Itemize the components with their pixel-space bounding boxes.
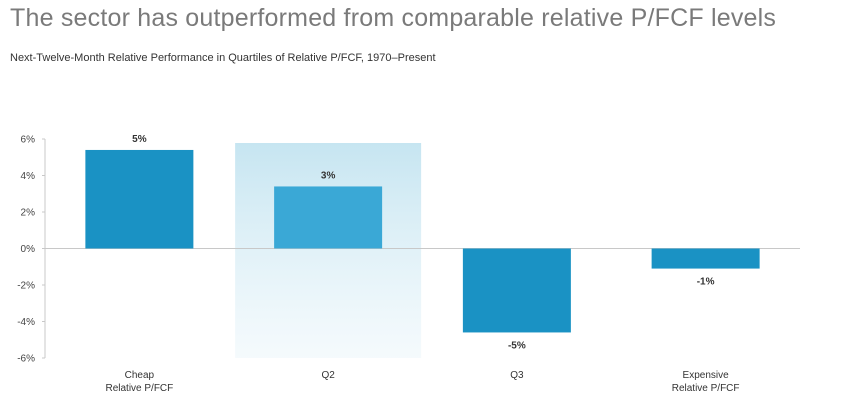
chart-subtitle: Next-Twelve-Month Relative Performance i… bbox=[10, 52, 436, 64]
data-label: -1% bbox=[697, 277, 715, 288]
y-tick-label: 4% bbox=[21, 171, 36, 182]
category-label: Expensive bbox=[683, 370, 730, 381]
data-label: 3% bbox=[321, 170, 336, 181]
y-tick-label: 0% bbox=[21, 244, 36, 255]
y-tick-label: -4% bbox=[17, 317, 35, 328]
y-tick-label: -2% bbox=[17, 281, 35, 292]
chart-title: The sector has outperformed from compara… bbox=[10, 4, 777, 32]
data-label: -5% bbox=[508, 340, 526, 351]
data-label: 5% bbox=[132, 134, 147, 145]
y-tick-label: 2% bbox=[21, 208, 36, 219]
bar bbox=[651, 248, 760, 269]
category-label: Q3 bbox=[510, 370, 524, 381]
category-label: Relative P/FCF bbox=[105, 383, 173, 394]
bar bbox=[462, 248, 571, 333]
highlight-band bbox=[235, 143, 422, 358]
category-label: Cheap bbox=[125, 370, 155, 381]
y-tick-label: 6% bbox=[21, 135, 36, 146]
bar bbox=[85, 149, 194, 249]
category-label: Q2 bbox=[321, 370, 335, 381]
category-label: Relative P/FCF bbox=[672, 383, 740, 394]
bar bbox=[274, 186, 383, 249]
y-tick-label: -6% bbox=[17, 354, 35, 365]
